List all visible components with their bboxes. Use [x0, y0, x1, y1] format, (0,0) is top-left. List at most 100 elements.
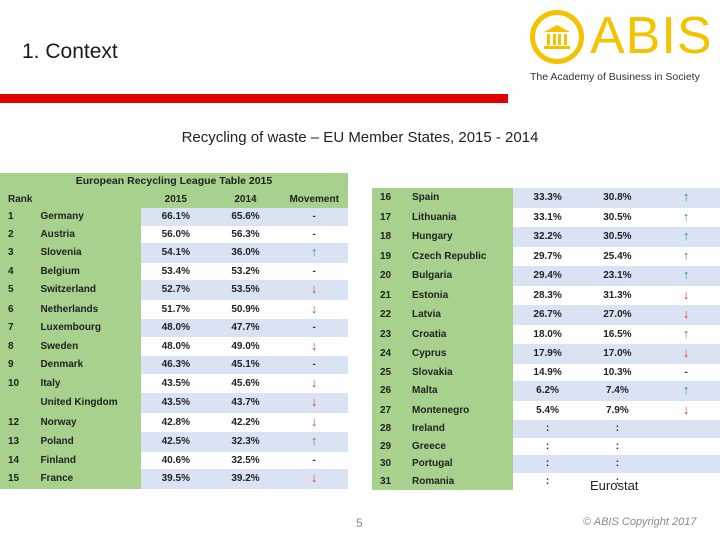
arrow-up-icon: ↑	[310, 244, 318, 259]
arrow-up-icon: ↑	[682, 325, 690, 341]
value-2015-cell: 54.1%	[161, 247, 190, 258]
value-2015-cell: 56.0%	[161, 228, 190, 240]
rank-cell: 1	[0, 208, 38, 226]
movement-cell: ↓	[280, 300, 348, 320]
header-rank: Rank	[8, 193, 33, 205]
value-2015-cell: 48.0%	[161, 322, 190, 333]
header-movement: Movement	[289, 193, 339, 205]
value-2014-cell: 16.5%	[603, 328, 632, 340]
rank-cell: 16	[372, 188, 410, 208]
value-2015-cell: 48.0%	[161, 340, 190, 352]
value-2014-cell: 32.5%	[231, 454, 260, 466]
value-2014-cell: 43.7%	[231, 397, 260, 408]
value-2015-cell: :	[545, 440, 550, 452]
value-2015-cell: 66.1%	[161, 211, 190, 222]
value-2014-cell: :	[615, 440, 620, 452]
logo-wordmark: ABIS	[590, 7, 713, 65]
movement-cell: ↓	[280, 337, 348, 357]
rank-cell: 27	[372, 400, 410, 420]
table-row: United Kingdom 43.5% 43.7% ↓	[0, 393, 348, 413]
value-2014-cell: 65.6%	[231, 211, 260, 222]
rank-cell: 2	[0, 225, 38, 243]
value-2014-cell: 7.9%	[605, 404, 629, 416]
value-2014-cell: 53.5%	[231, 284, 260, 295]
value-2014-cell: 17.0%	[603, 348, 632, 359]
value-2015-cell: 46.3%	[161, 359, 190, 370]
value-2015-cell: 33.1%	[533, 211, 562, 223]
movement-cell: -	[312, 454, 316, 466]
movement-cell: ↓	[652, 344, 720, 364]
value-2015-cell: 26.7%	[533, 309, 562, 320]
table-row: 3 Slovenia 54.1% 36.0% ↑	[0, 243, 348, 263]
table-row: 27 Montenegro 5.4% 7.9% ↓	[372, 400, 720, 420]
table-row: 14 Finland 40.6% 32.5% -	[0, 451, 348, 469]
country-cell: France	[37, 469, 141, 489]
movement-cell	[652, 455, 720, 473]
value-2014-cell: :	[615, 423, 620, 434]
movement-cell: -	[684, 366, 688, 378]
movement-cell: ↓	[652, 286, 720, 306]
country-cell: Cyprus	[409, 344, 513, 364]
table-row: 16 Spain 33.3% 30.8% ↑	[372, 188, 720, 208]
table-row: 31 Romania::	[372, 472, 720, 490]
rank-cell: 15	[0, 469, 38, 489]
value-2015-cell: :	[545, 475, 550, 487]
value-2014-cell: 31.3%	[603, 289, 632, 301]
rank-cell: 13	[0, 432, 38, 452]
movement-cell: -	[312, 265, 316, 277]
arrow-up-icon: ↑	[682, 267, 690, 282]
value-2014-cell: 50.9%	[231, 303, 260, 315]
arrow-up-icon: ↑	[682, 189, 690, 204]
rank-cell: 18	[372, 227, 410, 247]
rank-cell: 10	[0, 373, 38, 393]
value-2014-cell: :	[615, 475, 620, 487]
rank-cell: 4	[0, 262, 38, 280]
arrow-down-icon: ↓	[682, 345, 690, 360]
movement-cell: ↑	[280, 432, 348, 452]
table-row: 28 Ireland::	[372, 420, 720, 438]
country-cell: Romania	[409, 472, 513, 490]
country-cell: Netherlands	[37, 299, 141, 319]
arrow-down-icon: ↓	[310, 337, 318, 353]
copyright: © ABIS Copyright 2017	[583, 516, 697, 528]
rank-cell: 21	[372, 285, 410, 305]
movement-cell	[652, 420, 720, 438]
country-cell: Italy	[37, 373, 141, 393]
country-cell: Slovenia	[37, 243, 141, 263]
rank-cell: 31	[372, 472, 410, 490]
arrow-down-icon: ↓	[310, 281, 318, 296]
value-2014-cell: 7.4%	[605, 385, 629, 396]
value-2015-cell: 42.8%	[161, 416, 190, 428]
rank-cell	[0, 393, 38, 413]
table-row: 30 Portugal::	[372, 455, 720, 473]
country-cell: Norway	[37, 412, 141, 432]
table-row: 18 Hungary 32.2% 30.5% ↑	[372, 227, 720, 247]
table-row: 1 Germany 66.1% 65.6% -	[0, 208, 348, 226]
value-2015-cell: :	[545, 423, 550, 434]
table-row: 25 Slovakia 14.9% 10.3% -	[372, 363, 720, 381]
country-cell: Slovakia	[409, 363, 513, 381]
value-2014-cell: 27.0%	[603, 309, 632, 320]
value-2014-cell: 47.7%	[231, 322, 260, 333]
rank-cell: 20	[372, 266, 410, 286]
country-cell: Denmark	[37, 356, 141, 374]
table-header-row: Rank 2015 2014 Movement	[0, 190, 348, 208]
table-row: 19 Czech Republic 29.7% 25.4% ↑	[372, 246, 720, 266]
arrow-down-icon: ↓	[310, 300, 318, 316]
table-row: 29 Greece::	[372, 437, 720, 456]
value-2015-cell: 33.3%	[533, 192, 562, 203]
country-cell: Spain	[409, 188, 513, 208]
rank-cell: 3	[0, 243, 38, 263]
value-2014-cell: 45.6%	[231, 377, 260, 389]
value-2014-cell: 36.0%	[231, 247, 260, 258]
value-2014-cell: 23.1%	[603, 270, 632, 281]
arrow-down-icon: ↓	[310, 470, 318, 485]
logo-building-icon	[530, 10, 584, 64]
movement-cell: ↓	[652, 305, 720, 325]
value-2014-cell: :	[615, 458, 620, 469]
value-2015-cell: 28.3%	[533, 289, 562, 301]
recycling-table-left: European Recycling League Table 2015 Ran…	[0, 173, 348, 489]
arrow-up-icon: ↑	[310, 433, 318, 448]
movement-cell	[652, 438, 720, 456]
header-2014: 2014	[234, 193, 257, 205]
